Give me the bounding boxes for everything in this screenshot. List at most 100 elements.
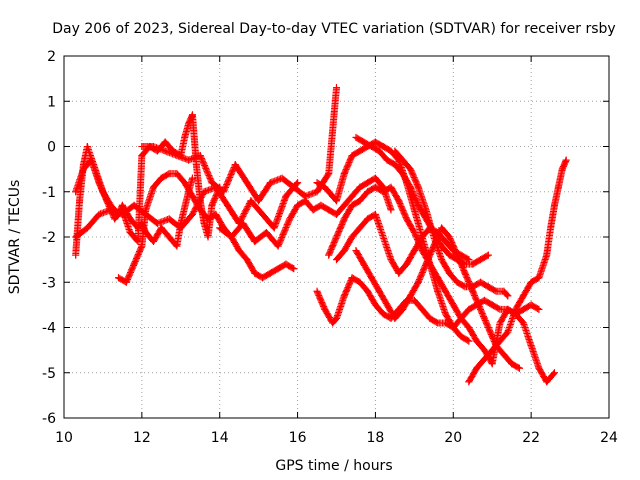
data-point bbox=[368, 274, 376, 282]
data-point bbox=[414, 278, 422, 286]
data-point bbox=[383, 156, 391, 164]
data-point bbox=[356, 197, 364, 205]
series-trace-12 bbox=[333, 210, 473, 277]
data-point bbox=[286, 215, 294, 223]
data-point bbox=[348, 192, 356, 200]
data-point bbox=[356, 224, 364, 232]
data-point bbox=[410, 206, 418, 214]
data-point bbox=[224, 201, 231, 209]
data-point bbox=[340, 201, 348, 209]
data-point bbox=[360, 260, 368, 268]
data-point bbox=[406, 183, 414, 191]
data-point bbox=[356, 147, 364, 155]
data-point bbox=[410, 247, 418, 255]
data-point bbox=[181, 179, 189, 187]
data-point bbox=[504, 292, 512, 300]
data-point bbox=[72, 233, 80, 241]
data-point bbox=[313, 179, 321, 187]
data-point bbox=[239, 219, 247, 227]
data-point bbox=[231, 161, 239, 169]
data-point bbox=[512, 305, 520, 313]
data-point bbox=[165, 170, 173, 178]
data-point bbox=[445, 251, 453, 259]
series-trace-14 bbox=[465, 156, 570, 386]
data-point bbox=[453, 278, 461, 286]
data-point bbox=[188, 192, 196, 200]
data-point bbox=[329, 192, 337, 200]
data-point bbox=[445, 269, 453, 277]
data-point bbox=[551, 201, 558, 209]
data-point bbox=[188, 210, 196, 218]
data-point bbox=[519, 319, 527, 327]
data-point bbox=[465, 337, 473, 345]
chart-title: Day 206 of 2023, Sidereal Day-to-day VTE… bbox=[52, 21, 615, 37]
data-point bbox=[480, 296, 488, 304]
data-point bbox=[562, 156, 570, 164]
data-point bbox=[508, 360, 516, 368]
x-tick-label: 18 bbox=[367, 430, 385, 446]
data-point bbox=[515, 364, 523, 372]
data-point bbox=[274, 242, 282, 250]
data-point bbox=[259, 274, 267, 282]
data-point bbox=[266, 269, 274, 277]
data-point bbox=[200, 188, 208, 196]
data-point bbox=[371, 174, 379, 182]
data-point bbox=[422, 260, 430, 268]
data-point bbox=[270, 224, 278, 232]
data-point bbox=[418, 305, 426, 313]
data-point bbox=[387, 206, 395, 214]
data-point bbox=[551, 369, 558, 377]
data-point bbox=[173, 152, 181, 160]
y-tick-label: 2 bbox=[47, 49, 56, 65]
data-point bbox=[111, 215, 119, 223]
data-point bbox=[395, 197, 403, 205]
data-point bbox=[535, 274, 543, 282]
data-point bbox=[465, 378, 473, 386]
data-point bbox=[488, 301, 496, 309]
data-point bbox=[543, 251, 551, 259]
data-point bbox=[496, 337, 504, 345]
data-point bbox=[554, 183, 562, 191]
data-point bbox=[360, 138, 368, 146]
series-trace-4 bbox=[72, 179, 302, 241]
data-point bbox=[426, 224, 434, 232]
data-point bbox=[410, 228, 418, 236]
data-point bbox=[173, 170, 181, 178]
data-point bbox=[375, 147, 383, 155]
data-point bbox=[161, 138, 169, 146]
data-point bbox=[321, 183, 329, 191]
plot-frame bbox=[63, 55, 610, 419]
data-point bbox=[185, 156, 193, 164]
data-point bbox=[278, 174, 286, 182]
data-point bbox=[138, 143, 146, 150]
data-point bbox=[212, 210, 220, 218]
data-point bbox=[442, 319, 449, 327]
data-point bbox=[157, 174, 165, 182]
data-point bbox=[465, 256, 473, 264]
x-tick-label: 24 bbox=[600, 430, 618, 446]
x-tick-label: 12 bbox=[133, 430, 151, 446]
data-point bbox=[185, 120, 193, 128]
data-point bbox=[188, 111, 196, 119]
data-point bbox=[126, 228, 134, 236]
data-point bbox=[364, 287, 372, 295]
series-trace-5 bbox=[138, 84, 340, 205]
data-point bbox=[188, 174, 196, 182]
y-axis-label: SDTVAR / TECUs bbox=[7, 180, 23, 295]
data-point bbox=[352, 247, 360, 255]
data-point bbox=[449, 324, 457, 331]
data-point bbox=[340, 215, 348, 223]
data-point bbox=[356, 183, 364, 191]
data-point bbox=[414, 183, 422, 191]
data-point bbox=[317, 201, 325, 209]
data-point bbox=[371, 183, 379, 191]
data-point bbox=[461, 269, 469, 277]
data-point bbox=[177, 224, 185, 232]
data-point bbox=[484, 283, 492, 291]
data-point bbox=[492, 287, 500, 295]
data-point bbox=[333, 197, 340, 205]
y-tick-label: 1 bbox=[47, 94, 56, 110]
series-trace-6 bbox=[216, 174, 395, 250]
